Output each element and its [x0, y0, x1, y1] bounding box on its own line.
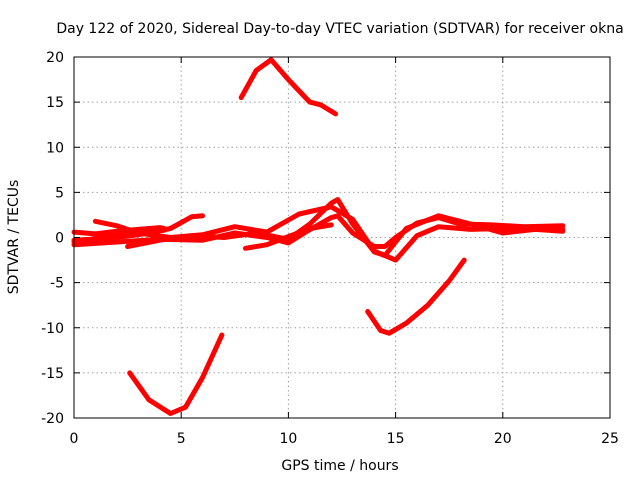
x-axis-label: GPS time / hours — [281, 458, 398, 474]
tick-label-group: 0 5 10 15 20 25 -20 -15 -10 -5 0 5 10 15 20 — [41, 50, 619, 447]
y-tick-label: 10 — [46, 140, 64, 156]
y-tick-label: 5 — [55, 185, 64, 201]
chart-title: Day 122 of 2020, Sidereal Day-to-day VTE… — [56, 21, 623, 37]
series-line-7 — [243, 222, 334, 251]
y-tick-label: -15 — [41, 366, 64, 382]
series-line-4 — [92, 204, 566, 263]
series-group — [71, 57, 566, 416]
x-tick-label: 15 — [387, 431, 405, 447]
series-line-10 — [365, 257, 467, 336]
y-tick-label: -20 — [41, 411, 64, 427]
x-tick-label: 25 — [601, 431, 619, 447]
series-line-8 — [238, 57, 339, 117]
tick-group — [73, 56, 611, 419]
y-tick-label: 15 — [46, 95, 64, 111]
y-axis-label: SDTVAR / TECUs — [6, 180, 22, 295]
series-line-9 — [127, 332, 225, 416]
y-tick-label: -10 — [41, 321, 64, 337]
x-tick-label: 10 — [279, 431, 297, 447]
series-line-3 — [71, 213, 206, 243]
series-line-6 — [125, 197, 566, 258]
y-tick-label: 0 — [55, 231, 64, 247]
y-tick-label: 20 — [46, 50, 64, 66]
x-tick-label: 20 — [494, 431, 512, 447]
x-tick-label: 0 — [70, 431, 79, 447]
y-tick-label: -5 — [50, 276, 64, 292]
x-tick-label: 5 — [177, 431, 186, 447]
